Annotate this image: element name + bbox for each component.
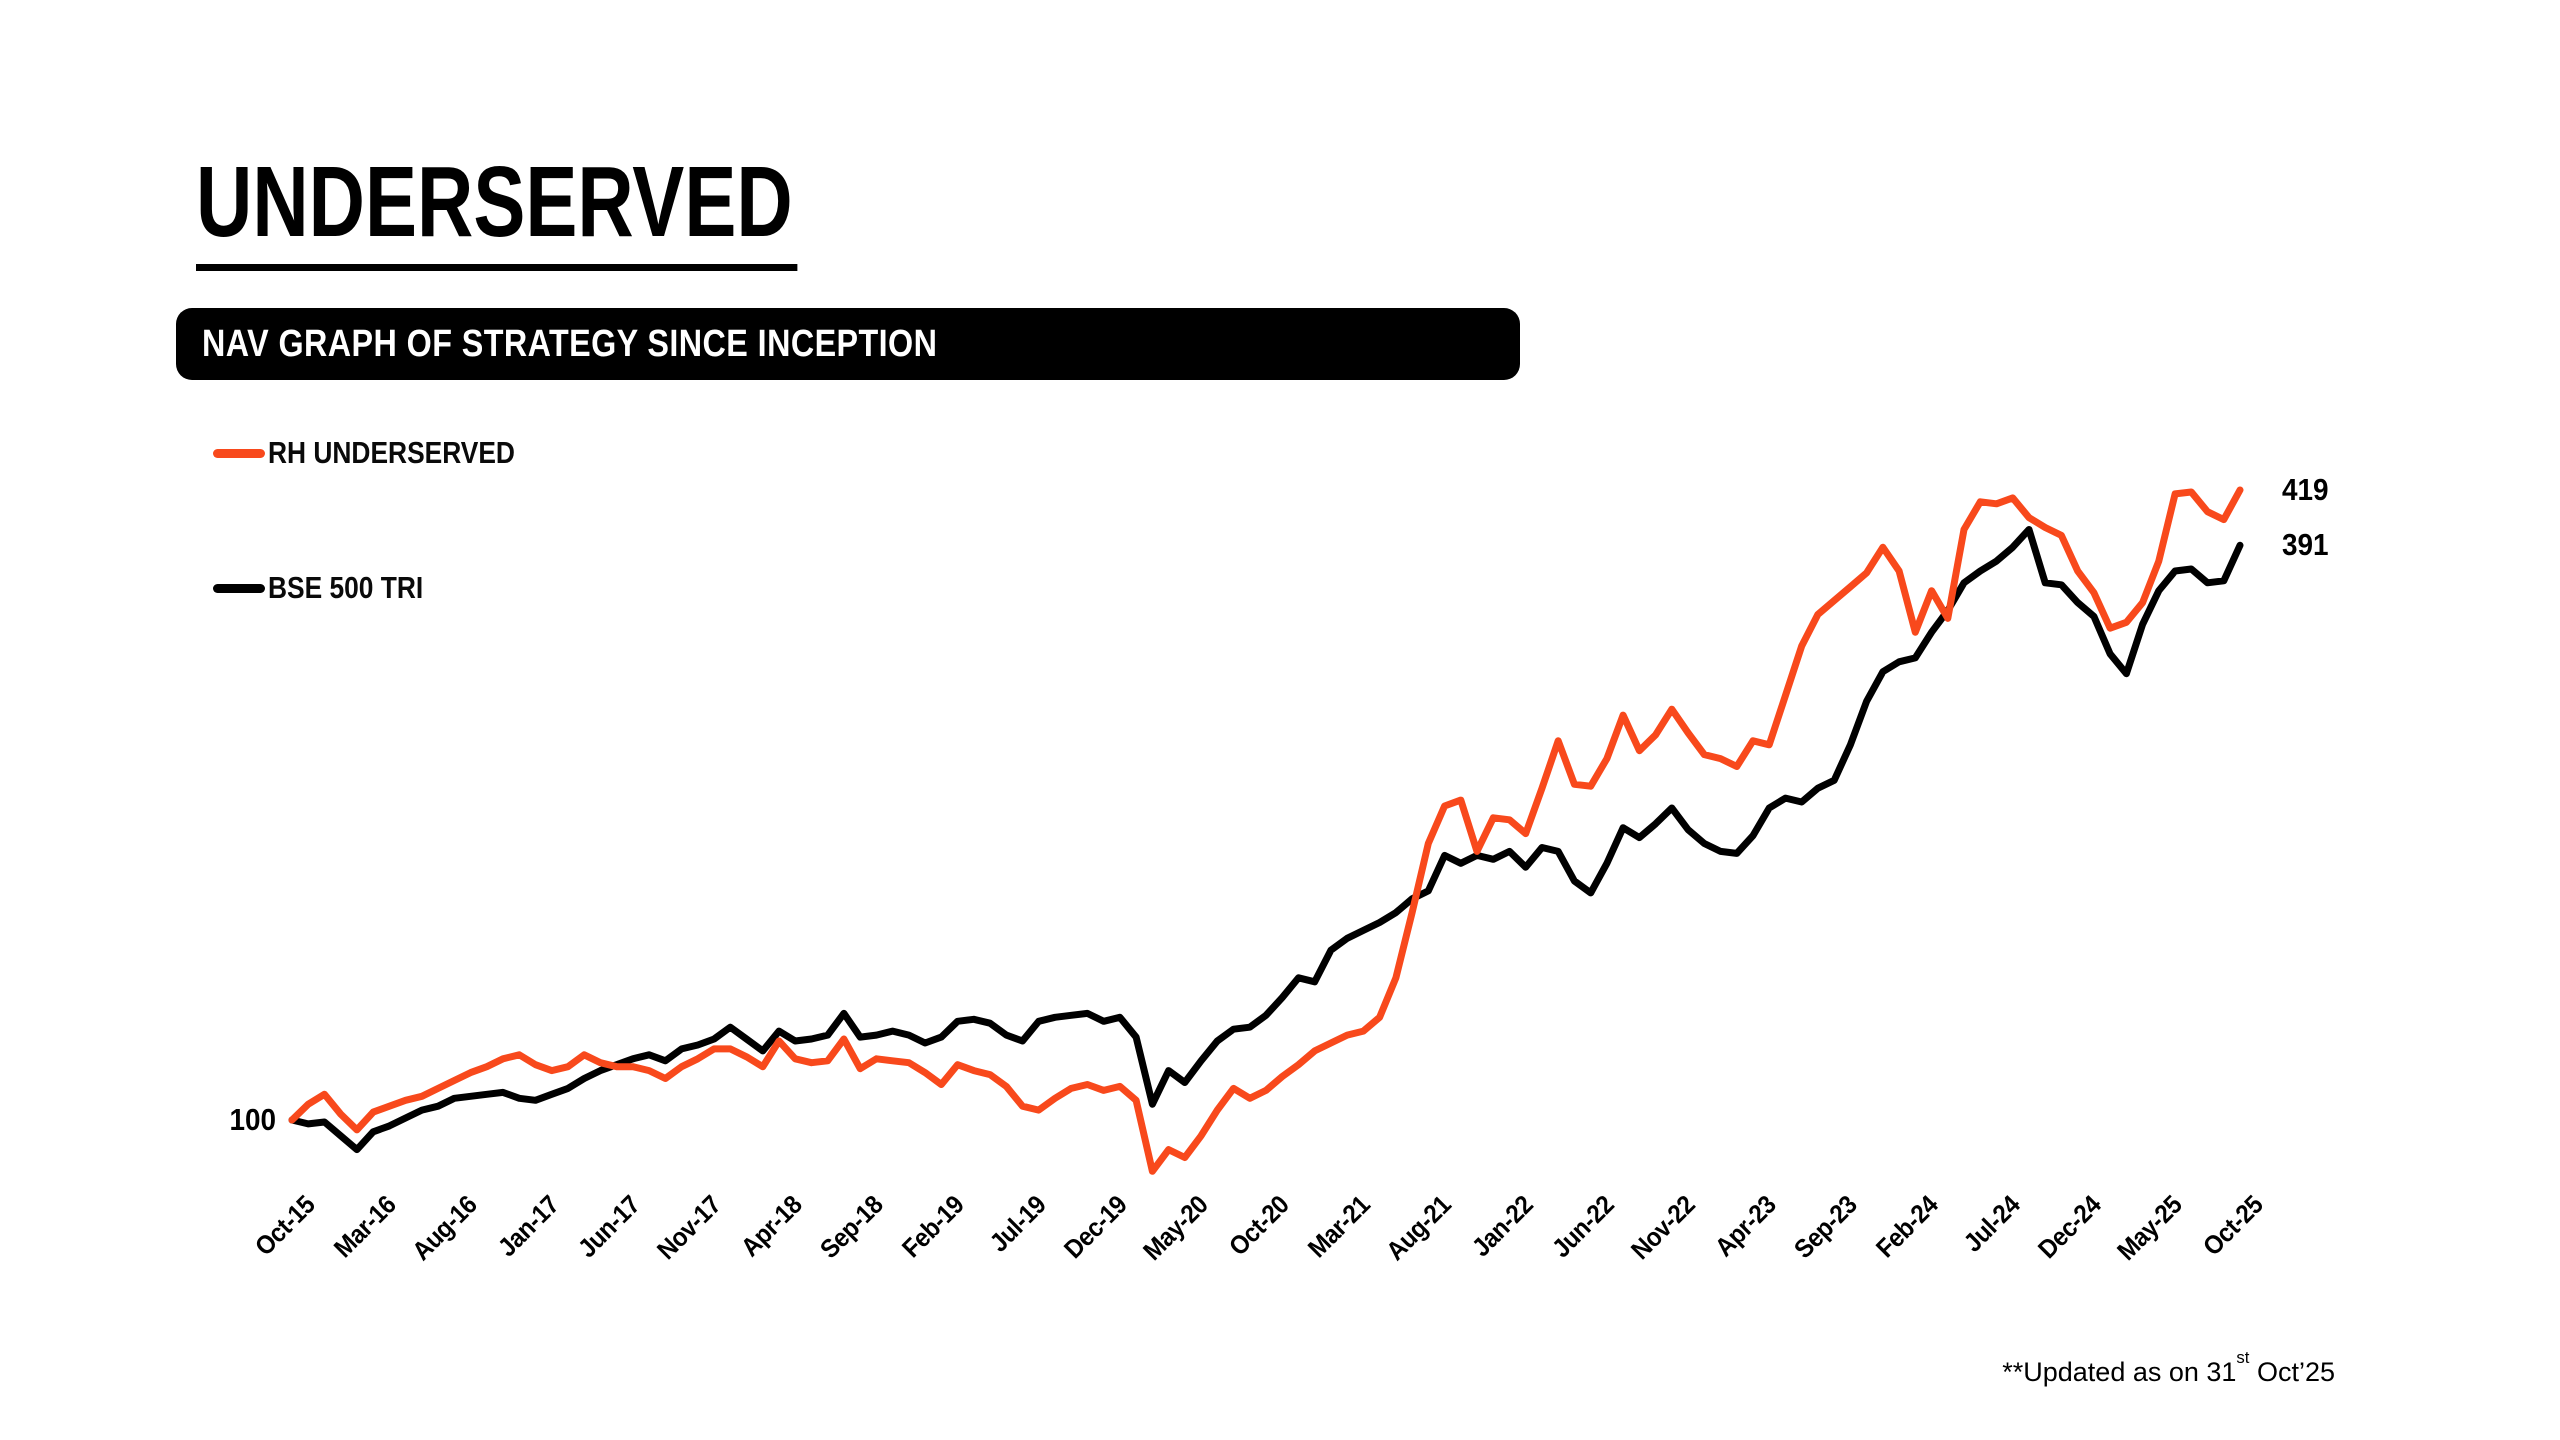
legend-item-bse-500-tri: BSE 500 TRI <box>213 568 451 608</box>
end-value-label-bse-500-tri: 391 <box>2282 527 2329 563</box>
chart-title: NAV GRAPH OF STRATEGY SINCE INCEPTION <box>202 322 938 365</box>
end-value-label-rh-underserved: 419 <box>2282 472 2329 507</box>
footnote-ordinal-suffix: st <box>2236 1348 2250 1368</box>
legend-item-rh-underserved: RH UNDERSERVED <box>213 433 559 473</box>
footnote-suffix: Oct’25 <box>2249 1357 2335 1387</box>
footnote-prefix: **Updated as on 31 <box>2002 1357 2237 1387</box>
updated-date-footnote: **Updated as on 31st Oct’25 <box>2002 1348 2335 1388</box>
bse-500-tri-line-swatch <box>213 583 265 593</box>
start-value-label: 100 <box>229 1102 276 1137</box>
page-title: UNDERSERVED <box>196 152 798 271</box>
rh-underserved-line-swatch <box>213 448 265 458</box>
chart-title-banner: NAV GRAPH OF STRATEGY SINCE INCEPTION <box>176 308 1520 380</box>
legend-label-rh-underserved: RH UNDERSERVED <box>268 435 515 470</box>
legend-label-bse-500-tri: BSE 500 TRI <box>268 570 424 605</box>
series-line-rh-underserved <box>288 486 2244 1175</box>
